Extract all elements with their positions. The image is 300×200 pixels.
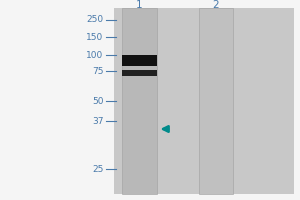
Text: 150: 150: [86, 32, 103, 42]
Text: 25: 25: [92, 164, 103, 173]
Text: 75: 75: [92, 66, 103, 75]
Bar: [122, 8, 157, 194]
Text: 100: 100: [86, 50, 103, 60]
Bar: [122, 55, 157, 66]
Bar: [199, 8, 233, 194]
Text: 37: 37: [92, 116, 103, 126]
Text: 1: 1: [136, 0, 143, 10]
Text: 250: 250: [86, 16, 103, 24]
Bar: [122, 70, 157, 76]
Bar: [114, 8, 294, 194]
Text: 50: 50: [92, 97, 103, 106]
Text: 2: 2: [213, 0, 219, 10]
